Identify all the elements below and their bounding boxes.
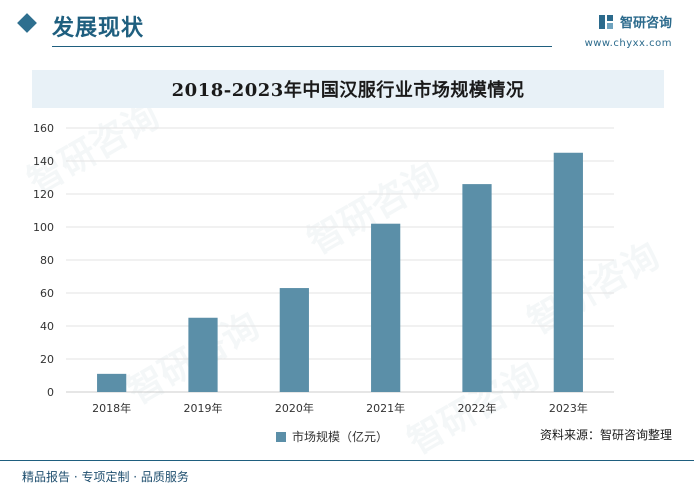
legend-swatch	[276, 431, 286, 442]
chart-title: 2018-2023年中国汉服行业市场规模情况	[171, 80, 525, 101]
bar	[553, 152, 583, 392]
section-title: 发展现状	[52, 16, 145, 41]
brand-name: 智研咨询	[619, 16, 672, 31]
x-tick-label: 2019年	[184, 401, 223, 415]
x-tick-label: 2023年	[549, 401, 588, 415]
y-tick-label: 160	[33, 122, 54, 135]
x-tick-label: 2022年	[458, 401, 497, 415]
x-tick-label: 2020年	[275, 401, 314, 415]
legend-label: 市场规模（亿元）	[292, 430, 389, 444]
brand-logo-icon	[598, 14, 613, 29]
y-tick-label: 120	[33, 188, 54, 201]
chart-title-bar: 2018-2023年中国汉服行业市场规模情况	[32, 70, 664, 108]
source-note: 资料来源：智研咨询整理	[539, 428, 672, 442]
y-tick-label: 60	[40, 287, 54, 300]
bar	[462, 184, 492, 392]
brand: 智研咨询 www.chyxx.com	[585, 12, 672, 49]
bar	[188, 317, 218, 392]
x-tick-label: 2018年	[92, 401, 131, 415]
y-tick-label: 100	[33, 221, 54, 234]
brand-logo: 智研咨询	[598, 12, 672, 31]
bar	[279, 288, 309, 392]
y-tick-label: 0	[47, 386, 54, 399]
y-tick-label: 40	[40, 320, 54, 333]
y-tick-label: 80	[40, 254, 54, 267]
y-tick-label: 20	[40, 353, 54, 366]
y-tick-label: 140	[33, 155, 54, 168]
x-tick-label: 2021年	[366, 401, 405, 415]
header-divider	[52, 46, 552, 47]
bar	[371, 223, 401, 392]
legend: 市场规模（亿元）	[276, 428, 388, 445]
footer-tagline: 精品报告 · 专项定制 · 品质服务	[22, 470, 189, 484]
footer-divider	[0, 460, 694, 461]
bar	[97, 373, 127, 392]
header: 发展现状 智研咨询 www.chyxx.com	[0, 0, 694, 50]
brand-url: www.chyxx.com	[584, 37, 672, 49]
